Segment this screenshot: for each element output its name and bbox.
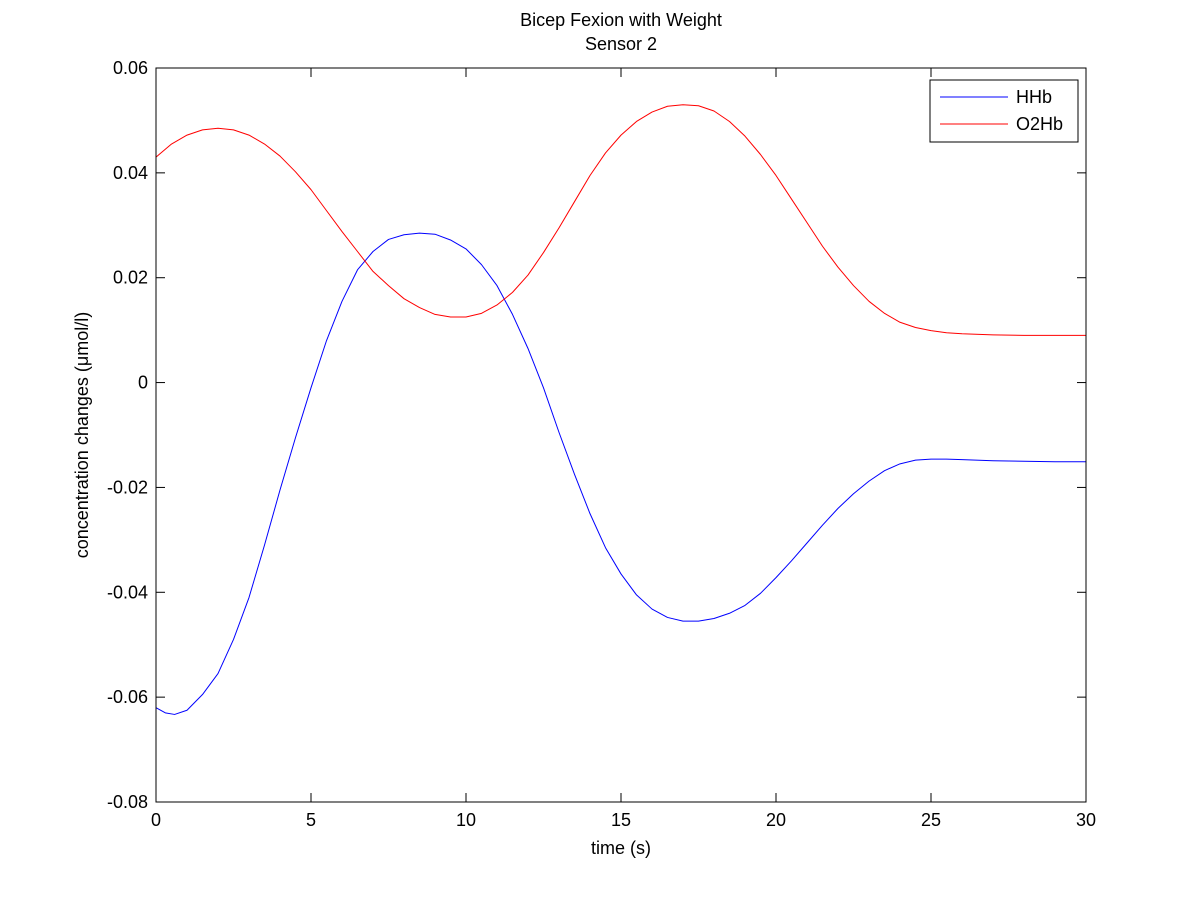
y-tick-label: 0 — [138, 373, 148, 393]
x-tick-label: 15 — [611, 810, 631, 830]
series-line-o2hb — [155, 104, 1086, 336]
legend: HHb O2Hb — [929, 79, 1079, 143]
x-tick-label: 5 — [306, 810, 316, 830]
y-tick-label: -0.06 — [107, 687, 148, 707]
x-tick-label: 0 — [151, 810, 161, 830]
x-tick-label: 10 — [456, 810, 476, 830]
y-tick-label: 0.04 — [113, 163, 148, 183]
x-tick-label: 20 — [766, 810, 786, 830]
series-line-hhb — [155, 232, 1086, 715]
y-tick-label: -0.02 — [107, 477, 148, 497]
y-tick-label: 0.06 — [113, 58, 148, 78]
legend-label-o2hb: O2Hb — [1016, 114, 1063, 134]
chart-title: Bicep Fexion with Weight — [520, 10, 722, 30]
series-layer — [155, 104, 1086, 715]
y-tick-label: -0.08 — [107, 792, 148, 812]
chart-subtitle: Sensor 2 — [585, 34, 657, 54]
y-axis-label: concentration changes (μmol/l) — [72, 312, 92, 559]
plot-area — [156, 68, 1086, 802]
y-tick-label: -0.04 — [107, 582, 148, 602]
x-axis-label: time (s) — [591, 838, 651, 858]
y-tick-label: 0.02 — [113, 268, 148, 288]
legend-label-hhb: HHb — [1016, 87, 1052, 107]
x-tick-label: 25 — [921, 810, 941, 830]
x-tick-label: 30 — [1076, 810, 1096, 830]
ticks-layer: 0 5 10 15 20 25 30 -0.08 -0.06 -0.04 -0.02 0 0.02 0.0… — [107, 58, 1096, 830]
legend-box — [929, 79, 1079, 143]
